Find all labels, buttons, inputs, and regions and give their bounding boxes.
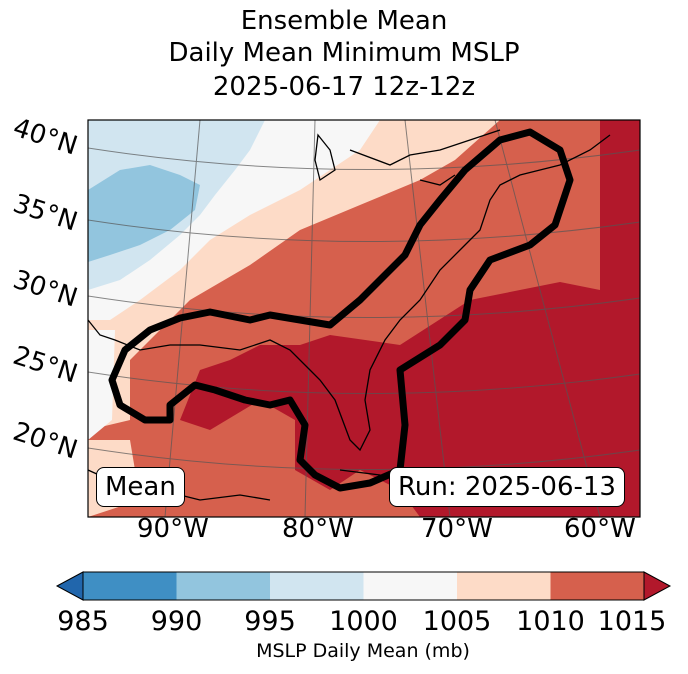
lon-label-60w: 60°W <box>564 514 636 544</box>
colorbar-segment-990-995 <box>176 572 270 600</box>
run-date-annotation: Run: 2025-06-13 <box>389 467 625 507</box>
band-990-995 <box>88 165 200 262</box>
colorbar-segment-1010-1015 <box>550 572 644 600</box>
lon-label-80w: 80°W <box>282 514 354 544</box>
lon-label-70w: 70°W <box>421 514 493 544</box>
colorbar-segment-995-1000 <box>270 572 364 600</box>
colorbar-tick-1015: 1015 <box>597 606 667 637</box>
title-line-2: Daily Mean Minimum MSLP <box>168 38 520 68</box>
colorbar-tick-1000: 1000 <box>329 606 398 637</box>
colorbar-tick-985: 985 <box>57 606 109 637</box>
map-frame <box>87 119 641 518</box>
colorbar-tick-995: 995 <box>244 606 296 637</box>
colorbar-extend-low <box>55 571 84 601</box>
lon-label-90w: 90°W <box>137 514 209 544</box>
band-1000-1005-sw <box>88 330 115 440</box>
colorbar-segment-985-990 <box>83 572 177 600</box>
title-line-1: Ensemble Mean <box>240 6 448 36</box>
mean-annotation: Mean <box>96 467 185 507</box>
map-field <box>88 120 640 517</box>
colorbar-tick-1005: 1005 <box>422 606 492 637</box>
colorbar-extend-high <box>643 571 672 601</box>
colorbar-segment-1005-1010 <box>457 572 551 600</box>
contour-line <box>108 128 574 492</box>
colorbar-tick-1010: 1010 <box>516 606 585 637</box>
colorbar-segment-1000-1005 <box>363 572 457 600</box>
colorbar <box>55 571 672 601</box>
colorbar-title: MSLP Daily Mean (mb) <box>256 640 470 662</box>
colorbar-tick-990: 990 <box>150 606 203 637</box>
title-line-3: 2025-06-17 12z-12z <box>212 72 476 102</box>
